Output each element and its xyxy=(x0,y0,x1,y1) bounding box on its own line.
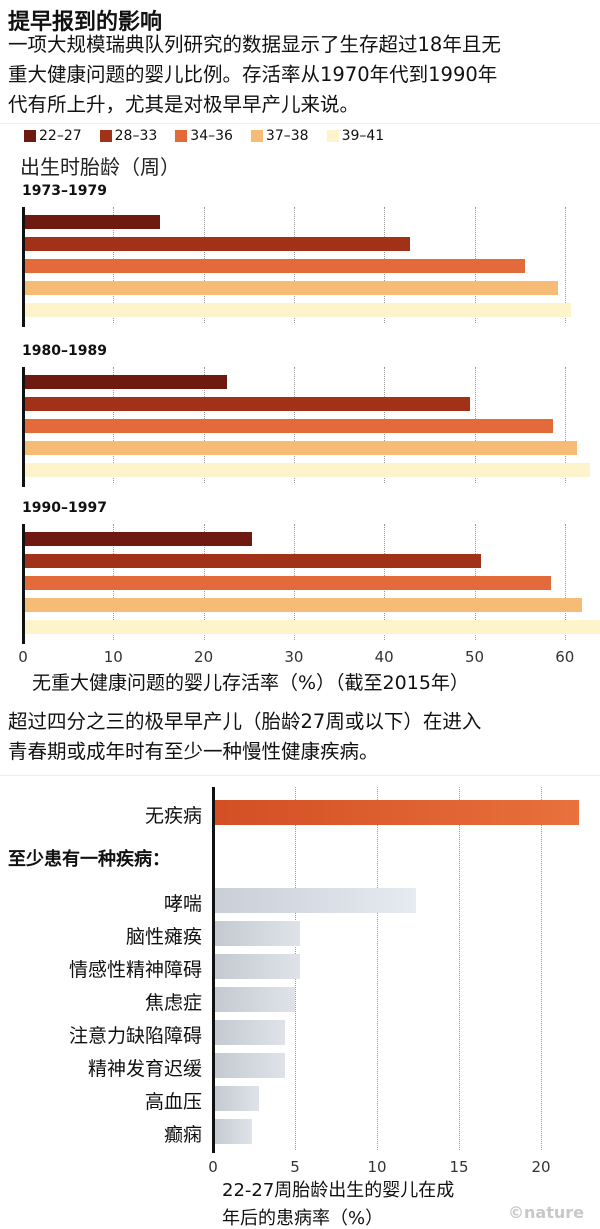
legend-item: 34–36 xyxy=(175,128,233,144)
legend-label: 39–41 xyxy=(341,128,385,144)
legend-swatch xyxy=(175,130,188,142)
bar-37-38 xyxy=(23,281,558,295)
condition-label: 高血压 xyxy=(144,1091,202,1113)
x-tick-label: 20 xyxy=(194,648,214,666)
condition-bar xyxy=(213,1053,286,1078)
bar-37-38 xyxy=(23,441,577,455)
gridline xyxy=(377,787,378,1150)
condition-label: 脑性瘫痪 xyxy=(125,926,202,948)
y-axis-line xyxy=(22,207,25,327)
y-axis-line xyxy=(212,787,215,1153)
legend-label: 34–36 xyxy=(190,128,233,144)
legend-label: 28–33 xyxy=(114,128,158,144)
period-label: 1990–1997 xyxy=(22,500,107,516)
condition-label: 焦虑症 xyxy=(144,992,202,1014)
gridline xyxy=(564,524,566,640)
condition-bar xyxy=(213,800,579,825)
bar-28-33 xyxy=(23,397,470,411)
gridline xyxy=(564,367,566,483)
y-axis-line xyxy=(22,524,25,644)
x-tick-label: 5 xyxy=(290,1158,300,1176)
bar-39-41 xyxy=(23,303,572,317)
intro-line-2: 重大健康问题的婴儿比例。存活率从1970年代到1990年 xyxy=(8,63,498,86)
legend-swatch xyxy=(326,130,339,142)
legend-item: 28–33 xyxy=(99,128,158,144)
bar-39-41 xyxy=(23,620,600,634)
bar-22-27 xyxy=(23,215,161,229)
legend-item: 37–38 xyxy=(250,128,309,144)
bar-34-36 xyxy=(23,259,526,273)
condition-bar xyxy=(213,921,300,946)
gridline xyxy=(459,787,460,1150)
condition-label: 情感性精神障碍 xyxy=(68,959,202,981)
chart2-x-label-line-2: 年后的患病率（%） xyxy=(222,1208,384,1229)
bar-22-27 xyxy=(23,375,228,389)
condition-label: 无疾病 xyxy=(144,805,202,827)
bar-28-33 xyxy=(23,554,481,568)
legend-item: 22–27 xyxy=(24,128,82,144)
condition-label: 癫痫 xyxy=(163,1124,202,1146)
legend-swatch xyxy=(99,130,112,142)
period-label: 1973–1979 xyxy=(22,183,107,199)
condition-bar xyxy=(213,888,417,913)
period-label: 1980–1989 xyxy=(22,343,107,359)
x-tick-label: 60 xyxy=(555,648,575,666)
bar-39-41 xyxy=(23,463,591,477)
x-tick-label: 50 xyxy=(464,648,485,666)
bar-22-27 xyxy=(23,532,253,546)
x-tick-label: 10 xyxy=(367,1158,387,1176)
intro-line-1: 一项大规模瑞典队列研究的数据显示了生存超过18年且无 xyxy=(8,33,501,56)
chart2-x-label-line-1: 22-27周胎龄出生的婴儿在成 xyxy=(222,1180,455,1201)
condition-bar xyxy=(213,1119,253,1144)
y-axis-line xyxy=(22,367,25,487)
x-tick-label: 40 xyxy=(374,648,394,666)
legend-label: 22–27 xyxy=(39,128,82,144)
nature-watermark: ©nature xyxy=(508,1203,584,1222)
intro-line-3: 代有所上升，尤其是对极早早产儿来说。 xyxy=(8,93,360,116)
group-label: 至少患有一种疾病： xyxy=(8,849,170,870)
condition-bar xyxy=(213,954,300,979)
legend-swatch xyxy=(24,130,36,142)
x-tick-label: 15 xyxy=(449,1158,469,1176)
bar-28-33 xyxy=(23,237,411,251)
bar-34-36 xyxy=(23,419,554,433)
chart-legend: 22–27 28–33 34–36 37–38 39–41 xyxy=(24,128,384,144)
bar-37-38 xyxy=(23,598,582,612)
gridline xyxy=(541,787,542,1150)
middle-line-1: 超过四分之三的极早早产儿（胎龄27周或以下）在进入 xyxy=(8,710,482,733)
x-tick-label: 30 xyxy=(284,648,304,666)
x-tick-label: 0 xyxy=(208,1158,218,1176)
x-tick-label: 0 xyxy=(18,648,28,666)
chart1-x-axis-label: 无重大健康问题的婴儿存活率（%）（截至2015年） xyxy=(32,672,469,694)
gridline xyxy=(564,207,566,323)
condition-bar xyxy=(213,1020,286,1045)
bar-34-36 xyxy=(23,576,552,590)
legend-swatch xyxy=(250,130,263,142)
x-tick-label: 10 xyxy=(103,648,123,666)
legend-label: 37–38 xyxy=(265,128,309,144)
middle-line-2: 青春期或成年时有至少一种慢性健康疾病。 xyxy=(8,740,379,763)
legend-title: 出生时胎龄（周） xyxy=(20,155,180,179)
page-title: 提早报到的影响 xyxy=(8,10,163,35)
condition-label: 注意力缺陷障碍 xyxy=(68,1025,202,1047)
condition-bar xyxy=(213,987,295,1012)
condition-bar xyxy=(213,1086,259,1111)
condition-label: 哮喘 xyxy=(163,893,202,915)
legend-item: 39–41 xyxy=(326,128,385,144)
condition-label: 精神发育迟缓 xyxy=(87,1058,202,1080)
x-tick-label: 20 xyxy=(531,1158,551,1176)
